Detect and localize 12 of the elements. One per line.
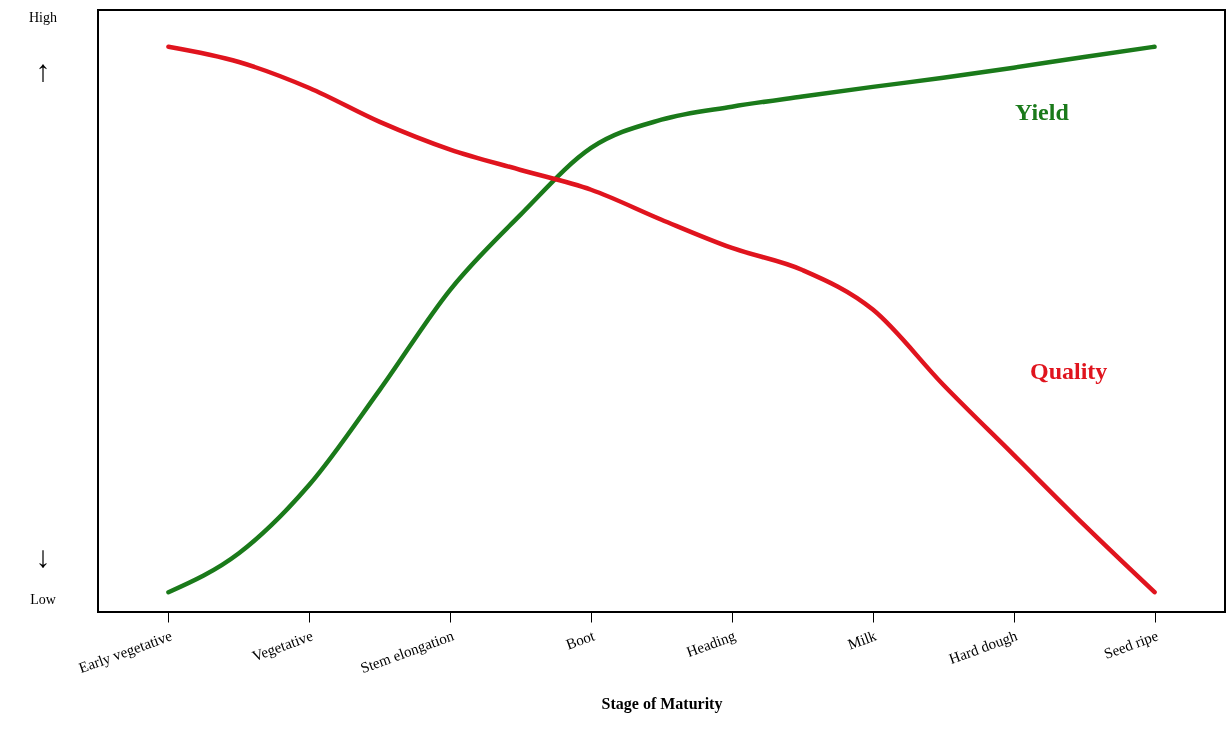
text: ↑ [35,54,51,87]
x-tick-label: Hard dough [946,627,1020,667]
x-tick-label: Heading [684,627,739,660]
text: Quality [1030,358,1108,384]
x-tick-label: Seed ripe [1101,627,1161,662]
text: Low [30,592,57,607]
text: ↓ [35,540,51,573]
text: High [29,10,57,25]
x-tick-label: Boot [563,627,598,653]
x-tick-label: Milk [845,627,879,653]
x-axis-title: Stage of Maturity [601,695,723,714]
series-label: Yield [1015,99,1070,125]
